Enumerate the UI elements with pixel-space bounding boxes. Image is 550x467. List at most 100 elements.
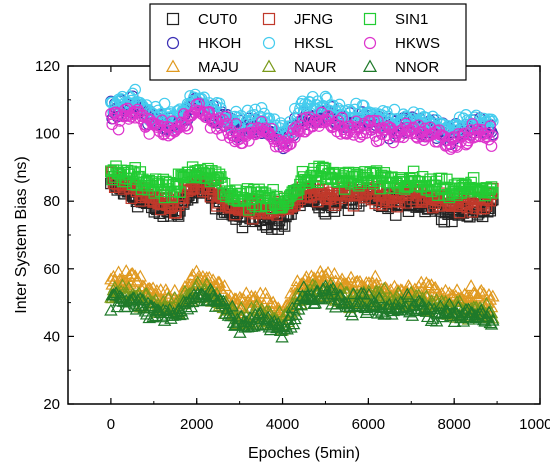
data-point [129,83,141,96]
data-point [134,299,149,312]
data-point [372,291,386,304]
data-point [294,125,306,138]
data-point [158,97,171,110]
data-point [258,286,273,299]
data-point [236,137,249,149]
data-point [196,269,210,282]
data-point [133,269,148,282]
data-point [484,183,497,196]
data-point [407,106,420,118]
data-point [228,318,242,331]
data-point [104,303,118,316]
data-point [168,283,182,296]
data-point [170,206,182,219]
data-point [346,287,361,300]
data-point [367,295,381,308]
data-point [261,310,275,323]
data-point [185,268,200,281]
data-point [322,290,337,303]
data-point [157,293,172,306]
data-point [205,284,219,297]
legend-marker-jfng [262,12,276,26]
data-point [181,122,194,135]
y-tick-label: 100 [35,126,60,143]
data-point [217,113,230,126]
data-point [452,294,467,307]
x-tick-label: 0 [107,416,115,433]
data-point [450,295,464,308]
legend-label-naur: NAUR [294,59,337,76]
data-point [486,289,500,302]
data-point [320,92,333,105]
data-point [212,275,227,288]
legend-marker-sin1 [363,12,377,26]
data-point [427,302,441,315]
y-tick-label: 80 [43,193,60,210]
x-tick-label: 10000 [519,416,550,433]
data-point [288,312,302,325]
x-tick-label: 6000 [352,416,385,433]
data-point [336,111,348,124]
data-point [362,284,376,297]
data-point [357,285,371,298]
data-point [159,283,173,296]
data-point [487,187,499,199]
data-point [285,301,300,314]
data-point [159,304,173,317]
data-point [344,270,358,283]
data-point [412,119,425,132]
legend-label-hkws: HKWS [395,35,440,52]
legend-marker-hkoh [166,36,180,50]
data-point [483,133,495,146]
data-point [213,97,226,110]
data-point [474,283,489,296]
data-point [485,113,498,126]
data-point [259,292,274,305]
data-point [345,308,360,321]
y-tick-label: 120 [35,58,60,75]
legend-marker-hksl [262,36,276,50]
data-point [355,299,370,312]
data-point [158,191,171,204]
series-hkws [105,97,499,155]
y-axis-label: Inter System Bias (ns) [13,156,30,313]
data-point [104,272,118,285]
data-point [253,306,268,319]
data-point [139,286,154,299]
y-tick-label: 20 [43,396,60,413]
data-point [189,290,204,303]
data-point [365,299,380,312]
data-point [121,164,134,177]
data-point [251,294,265,307]
data-point [180,302,195,315]
legend-marker-hkws [363,36,377,50]
data-point [173,308,187,321]
x-tick-label: 8000 [437,416,470,433]
data-point [266,295,280,308]
legend-label-hkoh: HKOH [198,35,241,52]
data-point [125,267,140,279]
data-point [236,221,249,234]
data-point [153,306,168,318]
data-point [267,299,282,312]
data-point [247,319,261,332]
data-point [328,199,341,211]
data-point [482,305,496,318]
data-point [241,183,254,195]
x-tick-label: 2000 [180,416,213,433]
data-point [326,281,340,294]
x-tick-label: 4000 [266,416,299,433]
data-point [172,122,185,134]
data-point [456,314,471,327]
legend-marker-naur [261,59,277,73]
legend: CUT0 JFNG SIN1 HKOH HKSL HKWS MAJU NAUR NNOR [149,3,467,81]
data-point [401,289,416,302]
data-point [305,277,320,290]
data-point [321,265,335,278]
data-point [482,287,496,300]
data-point [255,102,268,114]
data-point [486,130,499,142]
data-point [464,279,478,292]
data-point [377,281,391,294]
